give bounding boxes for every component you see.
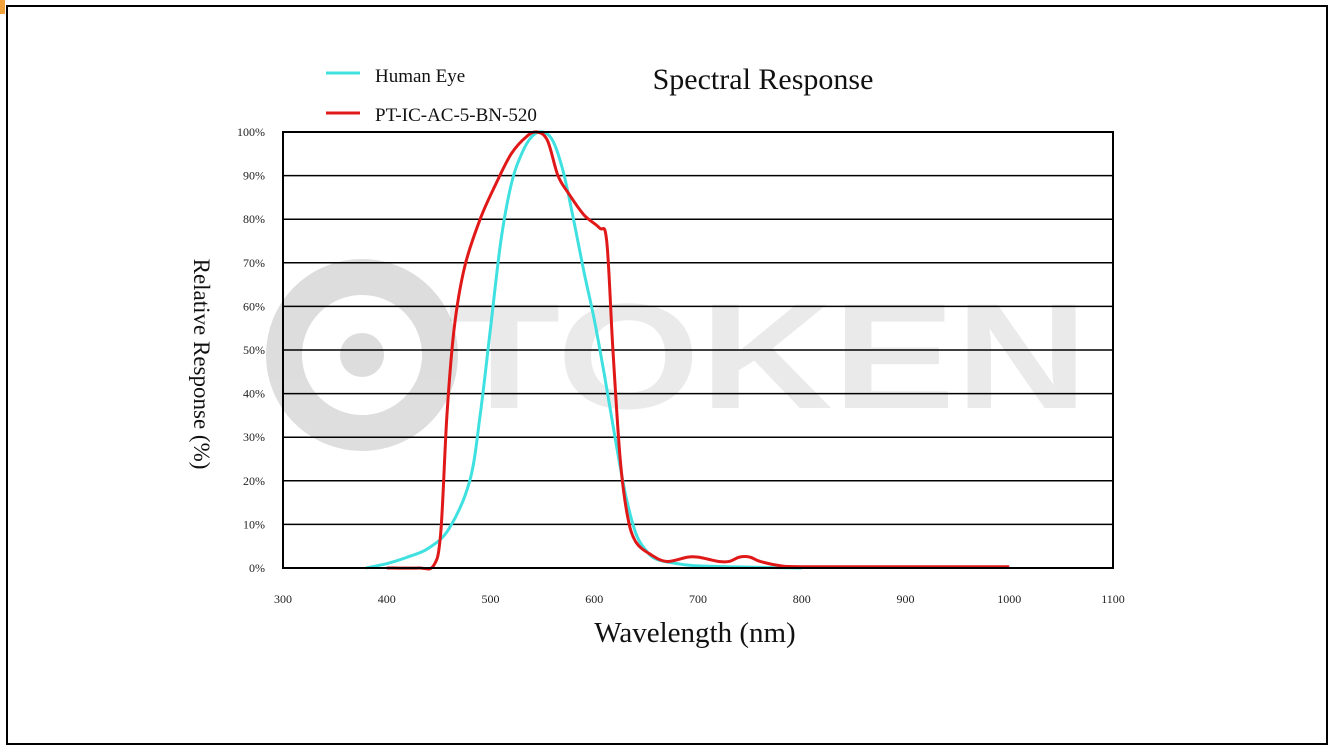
grid-lines <box>283 131 1113 569</box>
x-tick-label: 400 <box>378 592 396 606</box>
y-tick-label: 30% <box>243 430 265 444</box>
corner-marker <box>0 0 5 14</box>
y-tick-label: 70% <box>243 256 265 270</box>
y-tick-label: 100% <box>237 125 265 139</box>
x-tick-label: 600 <box>585 592 603 606</box>
legend-label-human-eye: Human Eye <box>375 66 465 87</box>
y-tick-label: 0% <box>249 561 265 575</box>
y-tick-label: 80% <box>243 212 265 226</box>
x-tick-labels: 300 400 500 600 700 800 900 1000 1100 <box>274 592 1125 606</box>
y-tick-label: 10% <box>243 517 265 531</box>
y-tick-label: 50% <box>243 343 265 357</box>
plot-area-border <box>282 131 1114 569</box>
x-tick-label: 1100 <box>1101 592 1125 606</box>
x-tick-label: 800 <box>793 592 811 606</box>
watermark-logo <box>266 259 458 451</box>
legend: Human Eye PT-IC-AC-5-BN-520 <box>326 66 537 126</box>
y-tick-labels: 0% 10% 20% 30% 40% 50% 60% 70% 80% 90% 100% <box>237 125 265 575</box>
watermark-text: TOKEN <box>448 272 1088 440</box>
chart-title: Spectral Response <box>653 63 874 96</box>
y-axis-label: Relative Response (%) <box>189 259 214 470</box>
spectral-response-chart: TOKEN 0%10%20%30%40%50%60%70%80%90%100% … <box>189 63 1125 649</box>
x-tick-label: 700 <box>689 592 707 606</box>
series-line-1 <box>386 130 1010 571</box>
y-tick-label: 60% <box>243 299 265 313</box>
x-tick-label: 500 <box>482 592 500 606</box>
y-tick-label: 40% <box>243 387 265 401</box>
legend-label-pt-ic-ac-5-bn-520: PT-IC-AC-5-BN-520 <box>375 105 537 126</box>
x-tick-label: 300 <box>274 592 292 606</box>
y-tick-label: 90% <box>243 169 265 183</box>
x-tick-label: 900 <box>897 592 915 606</box>
x-axis-label: Wavelength (nm) <box>594 617 795 649</box>
x-tick-label: 1000 <box>997 592 1021 606</box>
y-tick-label: 20% <box>243 474 265 488</box>
series-lines <box>365 130 1010 571</box>
chart-frame <box>6 5 1328 745</box>
